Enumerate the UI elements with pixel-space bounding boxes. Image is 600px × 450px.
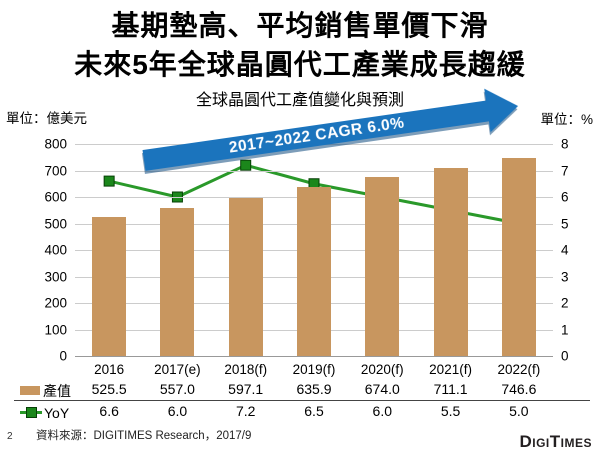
bar — [228, 197, 263, 356]
yoy-value-cell: 6.0 — [372, 403, 393, 419]
chart-title: 全球晶圓代工產值變化與預測 — [195, 92, 404, 109]
right-axis-tick: 4 — [561, 242, 569, 258]
bar — [297, 187, 331, 356]
left-axis-tick: 500 — [44, 216, 67, 231]
output-value-cell: 635.9 — [296, 381, 332, 397]
output-value-cell: 597.1 — [228, 381, 264, 397]
gridline — [75, 356, 553, 357]
title-line-1: 基期墊高、平均銷售單價下滑 — [111, 10, 489, 41]
page-number: 2 — [7, 431, 13, 442]
yoy-value-cell: 7.2 — [235, 403, 256, 419]
x-axis-label: 2022(f) — [497, 362, 541, 377]
bar — [433, 167, 468, 356]
bar — [365, 177, 400, 356]
yoy-value-cell: 5.0 — [509, 403, 529, 419]
right-axis-unit-label: 單位：% — [540, 112, 593, 127]
right-axis-tick: 1 — [561, 322, 569, 337]
left-axis-tick: 300 — [44, 269, 67, 284]
left-axis-tick: 400 — [44, 242, 67, 258]
x-axis-label: 2021(f) — [429, 362, 472, 377]
left-axis-unit-label: 單位：億美元 — [6, 111, 87, 126]
gridline — [75, 170, 553, 172]
x-axis-label: 2017(e) — [154, 362, 201, 377]
data-source-note: 資料來源：DIGITIMES Research，2017/9 — [36, 430, 252, 442]
x-axis-label: 2019(f) — [292, 362, 336, 377]
yoy-value-cell: 6.0 — [167, 403, 188, 419]
right-axis-tick: 7 — [561, 163, 569, 178]
yoy-marker-icon — [240, 159, 252, 171]
output-value-cell: 525.5 — [91, 381, 127, 397]
x-axis-label: 2020(f) — [360, 362, 404, 377]
table-divider — [14, 400, 590, 401]
yoy-marker-icon — [103, 175, 115, 187]
left-axis-tick: 0 — [59, 348, 67, 364]
arrow-head-icon — [484, 84, 522, 133]
title-line-2: 未來5年全球晶圓代工產業成長趨緩 — [74, 49, 526, 80]
right-axis-tick: 6 — [561, 189, 569, 205]
digitimes-logo: DigiTimes — [519, 432, 592, 450]
right-axis-tick: 8 — [561, 136, 569, 152]
right-axis-tick: 3 — [561, 269, 569, 284]
bar — [501, 158, 536, 356]
yoy-row: YoY 6.6 6.0 7.2 6.5 6.0 5.5 5.0 — [0, 403, 600, 422]
yoy-value-cell: 6.6 — [99, 403, 119, 419]
left-axis-tick: 700 — [44, 163, 67, 178]
yoy-value-cell: 5.5 — [440, 403, 461, 419]
yoy-legend-swatch-icon — [20, 407, 42, 418]
yoy-legend: YoY — [20, 403, 69, 422]
output-value-cell: 674.0 — [364, 381, 400, 397]
output-value-cell: 711.1 — [433, 381, 468, 397]
output-legend: 產值 — [20, 381, 71, 400]
page-title: 基期墊高、平均銷售單價下滑 未來5年全球晶圓代工產業成長趨緩 — [0, 6, 600, 84]
bar — [92, 216, 127, 356]
bar — [160, 208, 195, 356]
output-legend-swatch-icon — [20, 386, 40, 395]
left-axis-tick: 200 — [44, 295, 67, 311]
left-axis-tick: 800 — [44, 136, 67, 152]
right-axis-tick: 2 — [561, 295, 569, 311]
left-axis-tick: 600 — [44, 189, 67, 205]
x-axis-label: 2018(f) — [224, 362, 268, 377]
right-axis-tick: 0 — [561, 348, 569, 364]
output-legend-label: 產值 — [43, 382, 71, 399]
x-axis-label: 2016 — [94, 362, 125, 377]
yoy-value-cell: 6.5 — [304, 403, 324, 419]
left-axis-tick: 100 — [44, 322, 67, 337]
yoy-legend-label: YoY — [44, 404, 70, 421]
output-value-cell: 746.6 — [501, 381, 537, 397]
right-axis-tick: 5 — [561, 216, 569, 231]
output-value-cell: 557.0 — [159, 381, 195, 397]
plot-area: 0 100 200 300 400 500 600 700 800 0 1 2 3 4 5 6 7 8 2016 20… — [44, 137, 568, 378]
output-value-row: 產值 525.5 557.0 597.1 635.9 674.0 711.1 746.6 — [0, 381, 600, 400]
